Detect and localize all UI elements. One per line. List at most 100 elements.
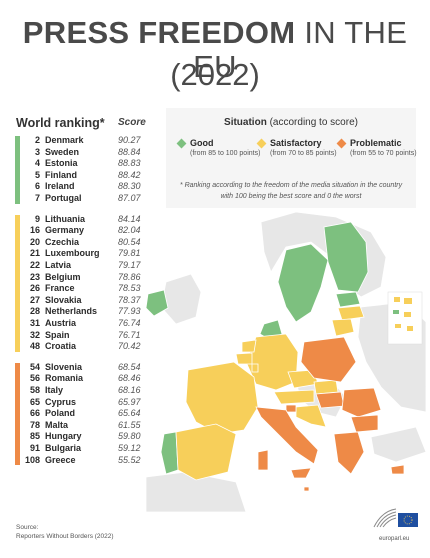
latvia-shape: [337, 305, 365, 321]
legend-good-range: (from 85 to 100 points): [190, 150, 261, 157]
rank-value: 7: [34, 193, 40, 203]
rank-value: 31: [29, 318, 40, 328]
country-name: France: [45, 283, 75, 294]
group-color-bar: [15, 136, 20, 204]
country-name: Czechia: [45, 236, 80, 247]
score-value: 76.74: [118, 318, 141, 328]
country-name: Slovakia: [45, 294, 82, 305]
rank-value: 9: [34, 213, 40, 224]
legend-title-light: (according to score): [269, 117, 358, 128]
score-value: 87.07: [118, 193, 141, 203]
problematic-countries: [255, 336, 405, 492]
rank-value: 85: [29, 431, 40, 442]
rank-value: 32: [29, 329, 40, 340]
rank-value: 23: [29, 271, 40, 282]
country-name: Belgium: [45, 271, 81, 282]
score-value: 82.04: [118, 225, 141, 236]
score-value: 65.64: [118, 408, 141, 419]
luxembourg-shape: [251, 363, 259, 373]
legend-note: * Ranking according to the freedom of th…: [179, 182, 403, 200]
rank-value: 27: [29, 294, 40, 305]
rank-value: 78: [29, 419, 40, 430]
source-label: Source:: [16, 524, 39, 531]
outermost-regions-inset: [387, 291, 423, 345]
score-value: 88.83: [118, 158, 141, 169]
france-shape: [185, 361, 259, 435]
country-name: Estonia: [45, 158, 78, 169]
country-name: Bulgaria: [45, 443, 82, 453]
title-light: IN THE EU: [193, 15, 408, 84]
score-value: 55.52: [118, 454, 141, 465]
country-name: Germany: [45, 225, 85, 236]
north-africa-shape: [146, 471, 247, 512]
legend-satisfactory-label: Satisfactory: [270, 138, 322, 148]
sardinia-shape: [257, 449, 269, 471]
logo-text: europarl.eu: [379, 536, 410, 542]
score-value: 90.27: [118, 135, 141, 145]
uk-shape: [160, 273, 202, 325]
country-name: Croatia: [45, 341, 77, 352]
score-value: 84.14: [118, 213, 141, 224]
rank-value: 21: [29, 248, 40, 259]
satisfactory-diamond-icon: [256, 138, 267, 149]
turkey-shape: [370, 426, 426, 463]
hungary-shape: [315, 391, 345, 409]
lithuania-shape: [331, 318, 355, 337]
rank-value: 26: [29, 283, 40, 294]
portugal-shape: [160, 431, 179, 475]
greece-shape: [333, 431, 365, 475]
page-title: PRESS FREEDOM IN THE EU: [0, 16, 430, 84]
rank-value: 22: [29, 260, 40, 270]
score-value: 68.46: [118, 373, 141, 384]
score-value: 80.54: [118, 236, 141, 247]
country-name: Sweden: [45, 146, 80, 157]
source-text: Reporters Without Borders (2022): [16, 533, 114, 540]
score-value: 79.81: [118, 248, 141, 259]
country-name: Finland: [45, 169, 77, 180]
sweden-shape: [277, 243, 329, 323]
spain-shape: [175, 423, 237, 481]
rank-value: 65: [29, 396, 40, 407]
score-value: 88.84: [118, 146, 141, 157]
rank-value: 91: [29, 443, 40, 453]
rank-value: 5: [34, 169, 40, 180]
rank-value: 6: [34, 181, 40, 192]
country-name: Portugal: [45, 193, 82, 203]
score-value: 68.16: [118, 385, 141, 395]
country-name: Cyprus: [45, 396, 77, 407]
country-name: Luxembourg: [45, 248, 100, 259]
score-value: 79.17: [118, 260, 141, 270]
rank-value: 48: [29, 341, 40, 352]
country-name: Greece: [45, 454, 76, 465]
sicily-shape: [290, 467, 312, 479]
cyprus-shape: [390, 464, 405, 475]
rank-value: 108: [24, 454, 40, 465]
score-value: 77.93: [118, 306, 141, 317]
satisfactory-countries: [175, 305, 365, 481]
malta-shape: [303, 486, 310, 492]
country-name: Spain: [45, 329, 70, 340]
country-name: Latvia: [45, 260, 72, 270]
european-parliament-logo-icon: [373, 508, 418, 528]
group-color-bar: [15, 214, 20, 352]
belgium-shape: [235, 352, 253, 365]
source: Source: Reporters Without Borders (2022): [16, 523, 114, 541]
croatia-shape: [295, 404, 327, 428]
rank-value: 16: [29, 225, 40, 236]
country-name: Lithuania: [45, 213, 85, 224]
title-year: (2022): [170, 57, 260, 92]
good-diamond-icon: [176, 138, 187, 149]
netherlands-shape: [241, 339, 257, 353]
country-name: Hungary: [45, 431, 82, 442]
rank-value: 56: [29, 373, 40, 384]
score-value: 78.53: [118, 283, 141, 294]
country-name: Denmark: [45, 135, 84, 145]
slovenia-shape: [285, 404, 297, 413]
ireland-shape: [146, 289, 169, 317]
score-value: 88.30: [118, 181, 141, 192]
score-value: 59.80: [118, 431, 141, 442]
austria-shape: [273, 389, 315, 405]
bulgaria-shape: [350, 414, 379, 433]
rank-value: 58: [29, 385, 40, 395]
group-color-bar: [15, 362, 20, 466]
